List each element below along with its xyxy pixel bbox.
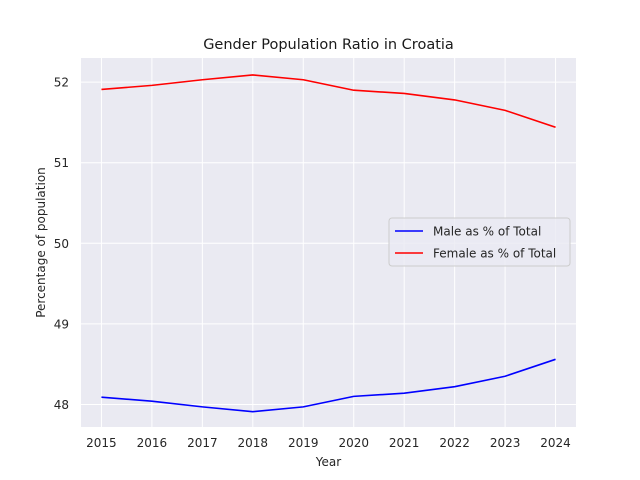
series-line-female	[101, 74, 556, 129]
y-tick-label: 48	[54, 398, 69, 412]
series-lines	[101, 74, 556, 413]
chart-title: Gender Population Ratio in Croatia	[203, 37, 454, 53]
x-tick-label: 2021	[389, 436, 420, 450]
y-axis-ticks: 48 49 50 51 52	[54, 76, 69, 412]
y-tick-label: 50	[54, 237, 69, 251]
series-line-male	[101, 358, 556, 413]
x-axis-label: Year	[315, 455, 341, 469]
y-tick-label: 49	[54, 317, 69, 331]
x-tick-label: 2020	[338, 436, 369, 450]
x-tick-label: 2024	[540, 436, 571, 450]
y-tick-label: 51	[54, 156, 69, 170]
x-tick-label: 2022	[439, 436, 470, 450]
legend-label: Female as % of Total	[433, 247, 556, 261]
x-tick-label: 2019	[288, 436, 319, 450]
x-tick-label: 2016	[137, 436, 168, 450]
legend-box	[388, 217, 571, 267]
legend: Male as % of Total Female as % of Total	[388, 217, 571, 267]
y-tick-label: 52	[54, 76, 69, 90]
x-tick-label: 2015	[86, 436, 117, 450]
x-axis-ticks: 2015 2016 2017 2018 2019 2020 2021 2022 2023 2024	[86, 436, 571, 450]
x-tick-label: 2018	[238, 436, 269, 450]
x-tick-label: 2023	[490, 436, 521, 450]
x-tick-label: 2017	[187, 436, 218, 450]
legend-label: Male as % of Total	[433, 225, 541, 239]
y-axis-label: Percentage of population	[34, 167, 48, 318]
